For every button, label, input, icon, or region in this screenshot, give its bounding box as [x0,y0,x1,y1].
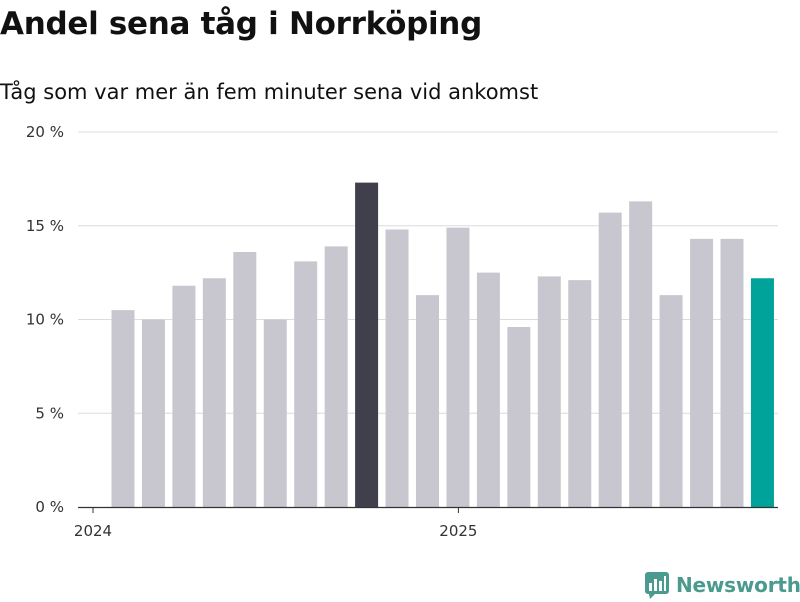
bar-2024-07 [294,261,318,507]
bar-2024-11 [416,295,439,507]
brand-logo: Newsworthy [644,568,800,602]
bar-2024-05 [233,252,257,507]
y-axis-ticks: 0 % 5 % 10 % 15 % 20 % [26,123,64,516]
bar-2025-09 [720,238,744,507]
bar-2024-04 [202,278,226,507]
y-tick-label: 15 % [26,217,64,235]
newsworthy-logo-icon [645,572,669,599]
bar-2025-10 [750,278,774,507]
bar-2025-03 [537,276,561,507]
x-tick-label: 2025 [439,522,477,540]
y-tick-label: 5 % [35,404,64,422]
chart-title: Andel sena tåg i Norrköping [0,6,482,42]
y-tick-label: 10 % [26,311,64,329]
y-tick-label: 0 % [35,498,64,516]
bar-2024-01 [111,310,135,507]
brand-name: Newsworthy [676,573,800,597]
bar-2025-04 [568,280,592,507]
bar-2024-02 [141,319,165,507]
bar-2024-06 [263,319,287,507]
bar-2024-09 [355,182,379,507]
bar-2025-08 [690,238,714,507]
bar-2024-08 [324,246,348,507]
x-axis-ticks: 2024 2025 [74,507,477,540]
bar-2025-05 [598,212,622,507]
bars [111,182,774,507]
bar-2024-10 [385,229,409,507]
bar-2025-01 [476,272,500,507]
bar-2024-12 [446,227,470,507]
x-tick-label: 2024 [74,522,112,540]
bar-2025-06 [629,201,653,507]
bar-2024-03 [172,285,196,507]
chart-subtitle: Tåg som var mer än fem minuter sena vid … [0,80,539,104]
bar-2025-02 [507,327,531,507]
y-tick-label: 20 % [26,123,64,141]
bar-2025-07 [659,295,683,507]
